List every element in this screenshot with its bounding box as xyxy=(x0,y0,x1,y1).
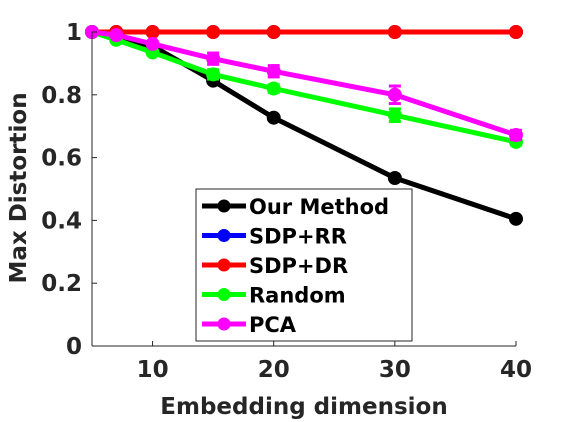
y-tick-label: 0.6 xyxy=(41,146,82,172)
legend-label: Our Method xyxy=(249,195,389,219)
legend-swatch-marker xyxy=(217,229,231,242)
data-point-sdp-dr xyxy=(509,25,523,39)
legend: Our Method SDP+RR SDP+DR Random PCA xyxy=(195,188,413,342)
data-point-our-method xyxy=(266,110,281,125)
legend-label: PCA xyxy=(249,313,297,337)
legend-item-sdp-rr: SDP+RR xyxy=(202,225,347,249)
data-point-our-method xyxy=(387,171,402,186)
y-tick-label: 0.2 xyxy=(41,271,82,297)
y-axis-label: Max Distortion xyxy=(6,92,32,283)
y-tick-label: 0 xyxy=(66,334,82,360)
data-point-sdp-dr xyxy=(206,25,221,39)
y-tick-label: 0.4 xyxy=(41,208,82,234)
legend-item-pca: PCA xyxy=(202,313,297,337)
x-axis-label: Embedding dimension xyxy=(160,394,447,420)
legend-item-our-method: Our Method xyxy=(202,195,389,219)
legend-label: Random xyxy=(249,284,346,308)
x-tick-label: 20 xyxy=(258,357,290,383)
x-tick-label: 30 xyxy=(379,357,411,383)
legend-swatch-marker xyxy=(217,288,231,301)
data-point-our-method xyxy=(509,211,523,226)
legend-item-sdp-dr: SDP+DR xyxy=(202,254,348,278)
legend-swatch-marker xyxy=(217,317,231,331)
axes: 10 20 30 40 0 0.2 0.4 0.6 0.8 1 xyxy=(41,20,532,383)
data-point-pca xyxy=(145,36,160,51)
x-tick-label: 40 xyxy=(500,357,532,383)
y-tick-label: 0.8 xyxy=(41,83,82,109)
legend-label: SDP+RR xyxy=(249,225,347,249)
data-point-pca xyxy=(109,28,124,43)
data-point-sdp-dr xyxy=(266,25,281,39)
legend-swatch-marker xyxy=(217,199,231,213)
legend-swatch-marker xyxy=(217,258,231,272)
legend-label: SDP+DR xyxy=(249,254,348,278)
data-point-sdp-dr xyxy=(145,25,160,39)
series-layer xyxy=(85,25,523,226)
series-pca xyxy=(85,25,523,142)
data-point-sdp-dr xyxy=(387,25,402,39)
legend-item-random: Random xyxy=(202,284,346,308)
x-tick-label: 10 xyxy=(137,357,169,383)
y-tick-label: 1 xyxy=(66,20,82,46)
